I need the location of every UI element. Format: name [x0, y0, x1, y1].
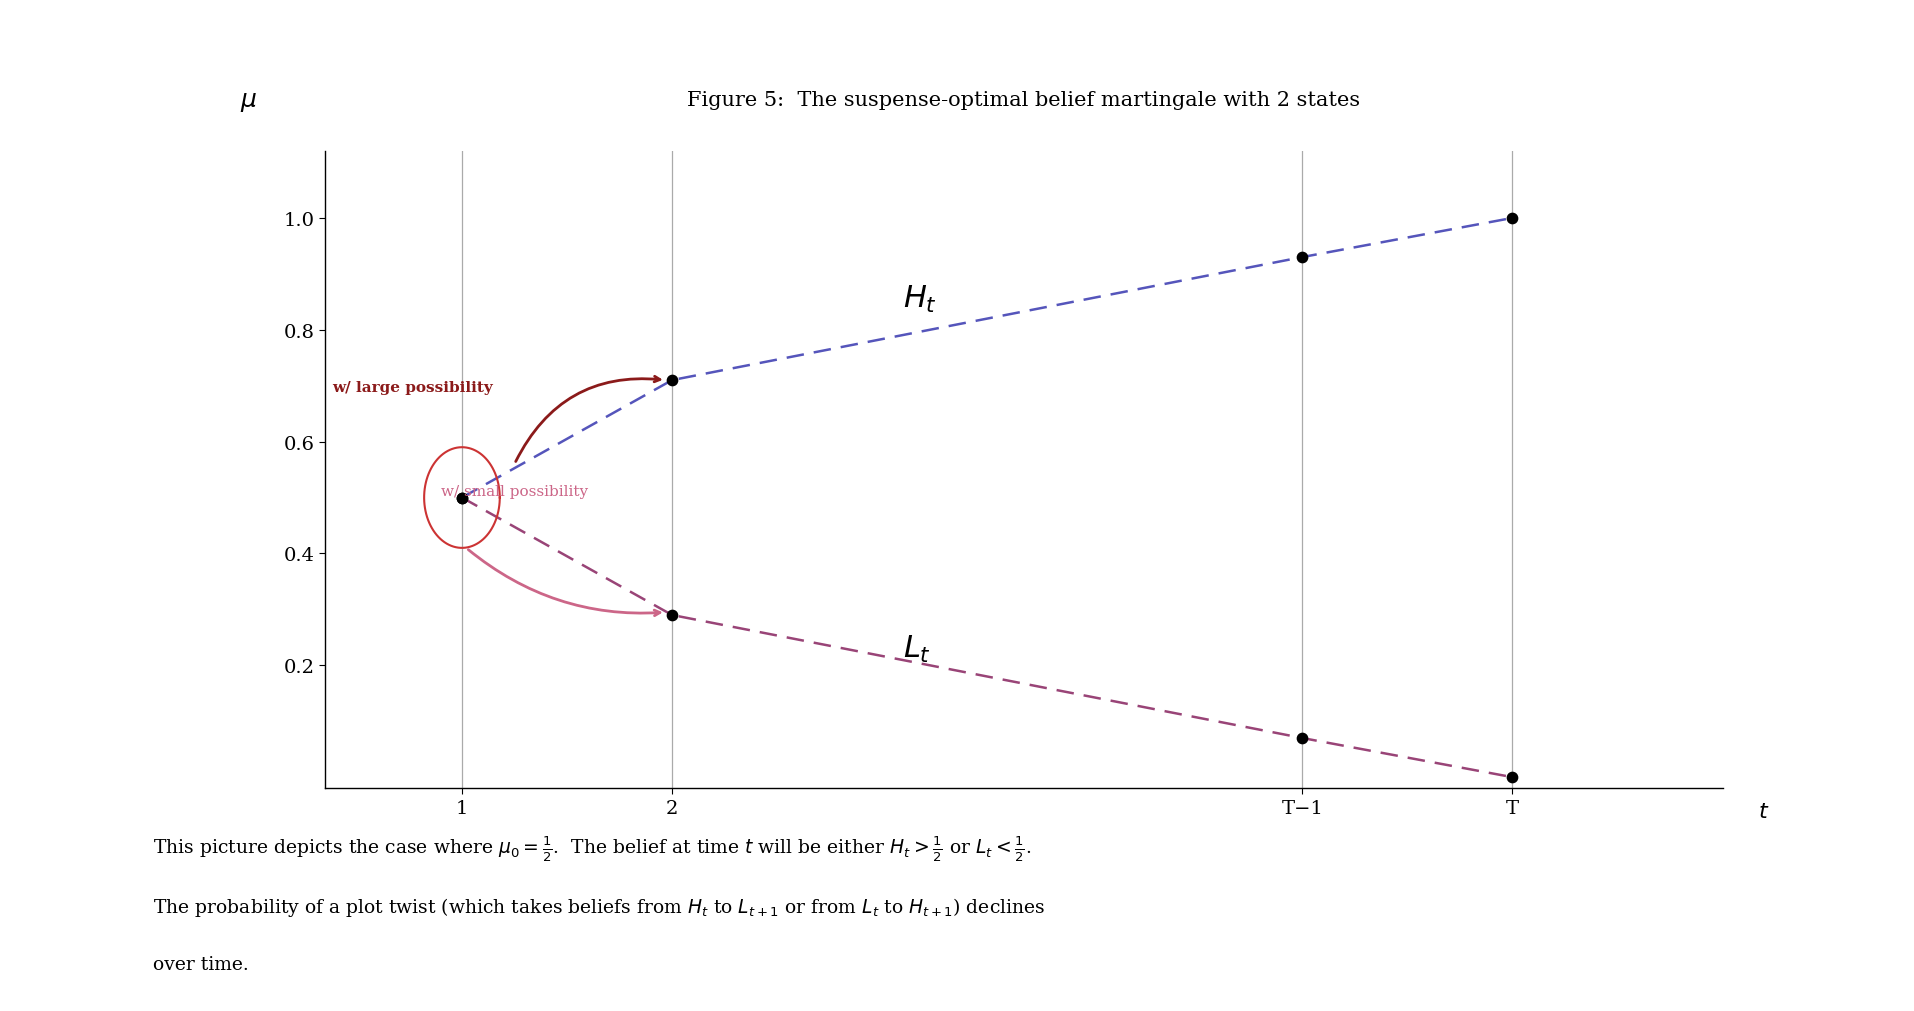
Point: [657, 608, 687, 624]
Text: w/ large possibility: w/ large possibility: [331, 381, 492, 395]
Text: $t$: $t$: [1757, 800, 1769, 822]
Text: over time.: over time.: [153, 955, 249, 974]
Point: [1286, 730, 1317, 746]
Point: [1497, 210, 1527, 226]
Text: w/ small possibility: w/ small possibility: [440, 484, 588, 498]
Text: $H_t$: $H_t$: [903, 284, 938, 315]
Point: [446, 490, 477, 507]
Text: $L_t$: $L_t$: [903, 633, 932, 664]
Text: $\mu$: $\mu$: [239, 90, 256, 113]
Point: [1497, 769, 1527, 786]
Text: Figure 5:  The suspense-optimal belief martingale with 2 states: Figure 5: The suspense-optimal belief ma…: [687, 91, 1361, 110]
Text: The probability of a plot twist (which takes beliefs from $H_t$ to $L_{t+1}$ or : The probability of a plot twist (which t…: [153, 895, 1045, 918]
Point: [657, 373, 687, 389]
Point: [1286, 250, 1317, 266]
Point: [446, 490, 477, 507]
Text: This picture depicts the case where $\mu_0 = \frac{1}{2}$.  The belief at time $: This picture depicts the case where $\mu…: [153, 834, 1032, 863]
